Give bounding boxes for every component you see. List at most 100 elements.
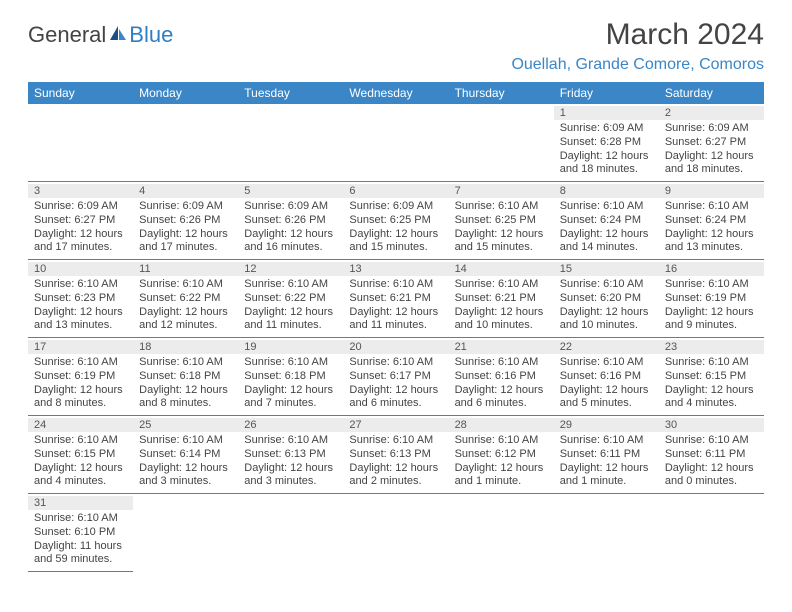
day-day1: Daylight: 12 hours xyxy=(665,462,758,476)
day-sunset: Sunset: 6:25 PM xyxy=(455,214,548,228)
day-day1: Daylight: 12 hours xyxy=(349,306,442,320)
calendar-week-row: 10Sunrise: 6:10 AMSunset: 6:23 PMDayligh… xyxy=(28,260,764,338)
day-day2: and 13 minutes. xyxy=(665,241,758,255)
day-sunset: Sunset: 6:25 PM xyxy=(349,214,442,228)
day-sunset: Sunset: 6:11 PM xyxy=(665,448,758,462)
day-number: 21 xyxy=(449,340,554,354)
day-sunrise: Sunrise: 6:10 AM xyxy=(139,278,232,292)
day-day1: Daylight: 12 hours xyxy=(560,462,653,476)
day-sunset: Sunset: 6:18 PM xyxy=(139,370,232,384)
sail-icon xyxy=(108,22,128,48)
day-sunset: Sunset: 6:13 PM xyxy=(349,448,442,462)
day-sunrise: Sunrise: 6:09 AM xyxy=(139,200,232,214)
day-sunset: Sunset: 6:24 PM xyxy=(665,214,758,228)
day-sunset: Sunset: 6:26 PM xyxy=(244,214,337,228)
calendar-day-cell: 21Sunrise: 6:10 AMSunset: 6:16 PMDayligh… xyxy=(449,338,554,416)
day-sunset: Sunset: 6:10 PM xyxy=(34,526,127,540)
day-sunrise: Sunrise: 6:09 AM xyxy=(34,200,127,214)
calendar-day-cell: 8Sunrise: 6:10 AMSunset: 6:24 PMDaylight… xyxy=(554,182,659,260)
day-number: 1 xyxy=(554,106,659,120)
day-number: 12 xyxy=(238,262,343,276)
day-sunset: Sunset: 6:24 PM xyxy=(560,214,653,228)
title-block: March 2024 Ouellah, Grande Comore, Comor… xyxy=(511,18,764,74)
day-day2: and 59 minutes. xyxy=(34,553,127,567)
day-day1: Daylight: 12 hours xyxy=(349,462,442,476)
day-sunrise: Sunrise: 6:10 AM xyxy=(665,434,758,448)
day-day1: Daylight: 12 hours xyxy=(139,228,232,242)
calendar-empty-cell xyxy=(343,494,448,572)
calendar-day-cell: 3Sunrise: 6:09 AMSunset: 6:27 PMDaylight… xyxy=(28,182,133,260)
day-day1: Daylight: 12 hours xyxy=(665,384,758,398)
day-sunset: Sunset: 6:19 PM xyxy=(34,370,127,384)
calendar-day-cell: 25Sunrise: 6:10 AMSunset: 6:14 PMDayligh… xyxy=(133,416,238,494)
day-day2: and 2 minutes. xyxy=(349,475,442,489)
day-number: 30 xyxy=(659,418,764,432)
calendar-day-cell: 10Sunrise: 6:10 AMSunset: 6:23 PMDayligh… xyxy=(28,260,133,338)
calendar-week-row: 31Sunrise: 6:10 AMSunset: 6:10 PMDayligh… xyxy=(28,494,764,572)
calendar-day-cell: 28Sunrise: 6:10 AMSunset: 6:12 PMDayligh… xyxy=(449,416,554,494)
day-sunset: Sunset: 6:15 PM xyxy=(665,370,758,384)
day-day2: and 4 minutes. xyxy=(34,475,127,489)
calendar-week-row: 3Sunrise: 6:09 AMSunset: 6:27 PMDaylight… xyxy=(28,182,764,260)
day-day1: Daylight: 12 hours xyxy=(455,306,548,320)
calendar-day-cell: 26Sunrise: 6:10 AMSunset: 6:13 PMDayligh… xyxy=(238,416,343,494)
day-day2: and 11 minutes. xyxy=(244,319,337,333)
day-day1: Daylight: 11 hours xyxy=(34,540,127,554)
calendar-day-cell: 2Sunrise: 6:09 AMSunset: 6:27 PMDaylight… xyxy=(659,104,764,182)
day-sunset: Sunset: 6:13 PM xyxy=(244,448,337,462)
day-day2: and 16 minutes. xyxy=(244,241,337,255)
day-sunset: Sunset: 6:19 PM xyxy=(665,292,758,306)
day-day1: Daylight: 12 hours xyxy=(349,384,442,398)
calendar-empty-cell xyxy=(28,104,133,182)
weekday-header: Sunday xyxy=(28,82,133,104)
day-day2: and 18 minutes. xyxy=(560,163,653,177)
day-day2: and 3 minutes. xyxy=(139,475,232,489)
day-number: 27 xyxy=(343,418,448,432)
day-sunrise: Sunrise: 6:10 AM xyxy=(34,434,127,448)
day-sunset: Sunset: 6:11 PM xyxy=(560,448,653,462)
day-day1: Daylight: 12 hours xyxy=(560,150,653,164)
calendar-day-cell: 29Sunrise: 6:10 AMSunset: 6:11 PMDayligh… xyxy=(554,416,659,494)
day-day1: Daylight: 12 hours xyxy=(244,306,337,320)
day-number: 25 xyxy=(133,418,238,432)
day-day2: and 8 minutes. xyxy=(34,397,127,411)
calendar-day-cell: 12Sunrise: 6:10 AMSunset: 6:22 PMDayligh… xyxy=(238,260,343,338)
calendar-empty-cell xyxy=(238,104,343,182)
day-day2: and 13 minutes. xyxy=(34,319,127,333)
day-sunrise: Sunrise: 6:10 AM xyxy=(349,434,442,448)
day-day2: and 6 minutes. xyxy=(349,397,442,411)
day-day1: Daylight: 12 hours xyxy=(665,228,758,242)
calendar-day-cell: 22Sunrise: 6:10 AMSunset: 6:16 PMDayligh… xyxy=(554,338,659,416)
day-sunset: Sunset: 6:17 PM xyxy=(349,370,442,384)
day-sunrise: Sunrise: 6:10 AM xyxy=(349,278,442,292)
calendar-empty-cell xyxy=(133,104,238,182)
day-day2: and 10 minutes. xyxy=(455,319,548,333)
day-day1: Daylight: 12 hours xyxy=(34,306,127,320)
calendar-day-cell: 27 Sunrise: 6:10 AMSunset: 6:13 PMDayligh… xyxy=(343,416,448,494)
day-number: 26 xyxy=(238,418,343,432)
day-day2: and 3 minutes. xyxy=(244,475,337,489)
day-number: 17 xyxy=(28,340,133,354)
brand-part2: Blue xyxy=(129,22,173,48)
day-number: 8 xyxy=(554,184,659,198)
day-number: 6 xyxy=(343,184,448,198)
weekday-header: Monday xyxy=(133,82,238,104)
calendar-empty-cell xyxy=(449,104,554,182)
day-day1: Daylight: 12 hours xyxy=(244,228,337,242)
calendar-day-cell: 24Sunrise: 6:10 AMSunset: 6:15 PMDayligh… xyxy=(28,416,133,494)
day-day2: and 11 minutes. xyxy=(349,319,442,333)
calendar-day-cell: 6Sunrise: 6:09 AMSunset: 6:25 PMDaylight… xyxy=(343,182,448,260)
page-title: March 2024 xyxy=(511,18,764,52)
day-sunset: Sunset: 6:16 PM xyxy=(560,370,653,384)
day-number: 20 xyxy=(343,340,448,354)
location-subtitle: Ouellah, Grande Comore, Comoros xyxy=(511,56,764,74)
day-sunset: Sunset: 6:28 PM xyxy=(560,136,653,150)
day-day2: and 17 minutes. xyxy=(34,241,127,255)
day-number: 28 xyxy=(449,418,554,432)
day-number: 13 xyxy=(343,262,448,276)
calendar-empty-cell xyxy=(449,494,554,572)
calendar-empty-cell xyxy=(659,494,764,572)
day-sunrise: Sunrise: 6:10 AM xyxy=(139,434,232,448)
weekday-header: Thursday xyxy=(449,82,554,104)
day-sunset: Sunset: 6:15 PM xyxy=(34,448,127,462)
